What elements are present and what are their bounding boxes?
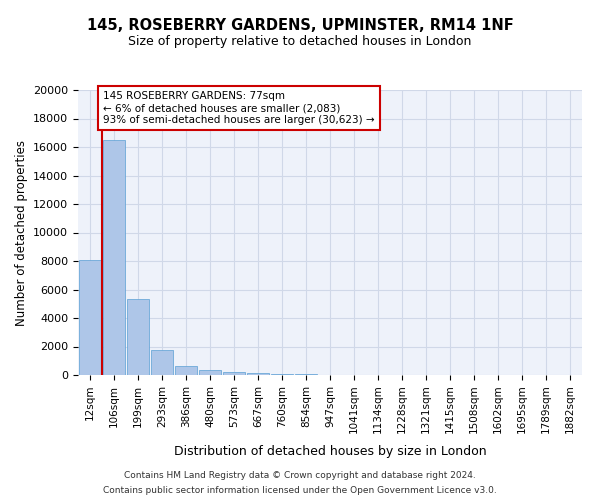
Bar <box>199 370 221 375</box>
Bar <box>127 300 149 375</box>
Bar <box>103 140 125 375</box>
Text: 145 ROSEBERRY GARDENS: 77sqm
← 6% of detached houses are smaller (2,083)
93% of : 145 ROSEBERRY GARDENS: 77sqm ← 6% of det… <box>103 92 375 124</box>
Text: Size of property relative to detached houses in London: Size of property relative to detached ho… <box>128 35 472 48</box>
Bar <box>151 350 173 375</box>
Bar <box>175 366 197 375</box>
Y-axis label: Number of detached properties: Number of detached properties <box>14 140 28 326</box>
Bar <box>223 372 245 375</box>
Bar <box>79 260 101 375</box>
Text: Contains HM Land Registry data © Crown copyright and database right 2024.: Contains HM Land Registry data © Crown c… <box>124 471 476 480</box>
X-axis label: Distribution of detached houses by size in London: Distribution of detached houses by size … <box>173 444 487 458</box>
Bar <box>295 374 317 375</box>
Text: 145, ROSEBERRY GARDENS, UPMINSTER, RM14 1NF: 145, ROSEBERRY GARDENS, UPMINSTER, RM14 … <box>86 18 514 32</box>
Bar <box>271 374 293 375</box>
Bar <box>247 373 269 375</box>
Text: Contains public sector information licensed under the Open Government Licence v3: Contains public sector information licen… <box>103 486 497 495</box>
